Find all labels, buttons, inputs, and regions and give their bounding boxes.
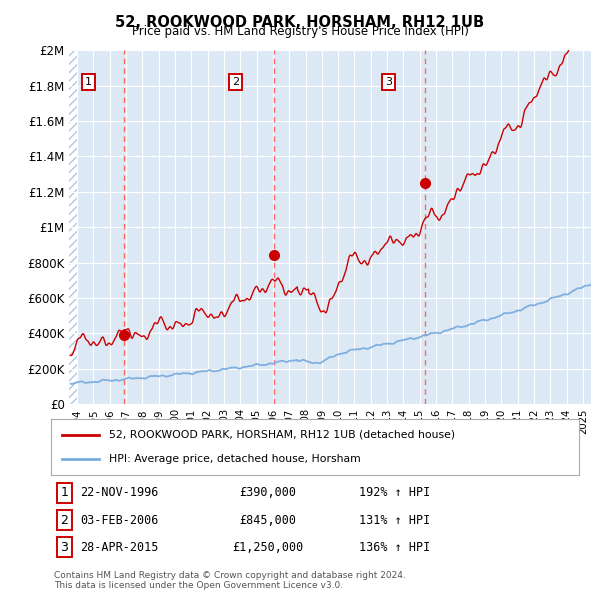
- Text: 2: 2: [232, 77, 239, 87]
- Text: 136% ↑ HPI: 136% ↑ HPI: [359, 541, 430, 554]
- Polygon shape: [69, 50, 77, 404]
- Text: 28-APR-2015: 28-APR-2015: [80, 541, 159, 554]
- Text: 192% ↑ HPI: 192% ↑ HPI: [359, 486, 430, 499]
- Text: Contains HM Land Registry data © Crown copyright and database right 2024.: Contains HM Land Registry data © Crown c…: [54, 571, 406, 580]
- Text: 3: 3: [60, 541, 68, 554]
- Text: This data is licensed under the Open Government Licence v3.0.: This data is licensed under the Open Gov…: [54, 581, 343, 589]
- Text: 52, ROOKWOOD PARK, HORSHAM, RH12 1UB (detached house): 52, ROOKWOOD PARK, HORSHAM, RH12 1UB (de…: [109, 430, 455, 440]
- Text: £390,000: £390,000: [239, 486, 296, 499]
- Text: Price paid vs. HM Land Registry's House Price Index (HPI): Price paid vs. HM Land Registry's House …: [131, 25, 469, 38]
- Text: 52, ROOKWOOD PARK, HORSHAM, RH12 1UB: 52, ROOKWOOD PARK, HORSHAM, RH12 1UB: [115, 15, 485, 30]
- Text: HPI: Average price, detached house, Horsham: HPI: Average price, detached house, Hors…: [109, 454, 361, 464]
- Text: 1: 1: [60, 486, 68, 499]
- Text: £1,250,000: £1,250,000: [232, 541, 303, 554]
- Text: £845,000: £845,000: [239, 513, 296, 526]
- Text: 1: 1: [85, 77, 92, 87]
- Text: 2: 2: [60, 513, 68, 526]
- Text: 131% ↑ HPI: 131% ↑ HPI: [359, 513, 430, 526]
- Text: 3: 3: [385, 77, 392, 87]
- Text: 03-FEB-2006: 03-FEB-2006: [80, 513, 159, 526]
- Text: 22-NOV-1996: 22-NOV-1996: [80, 486, 159, 499]
